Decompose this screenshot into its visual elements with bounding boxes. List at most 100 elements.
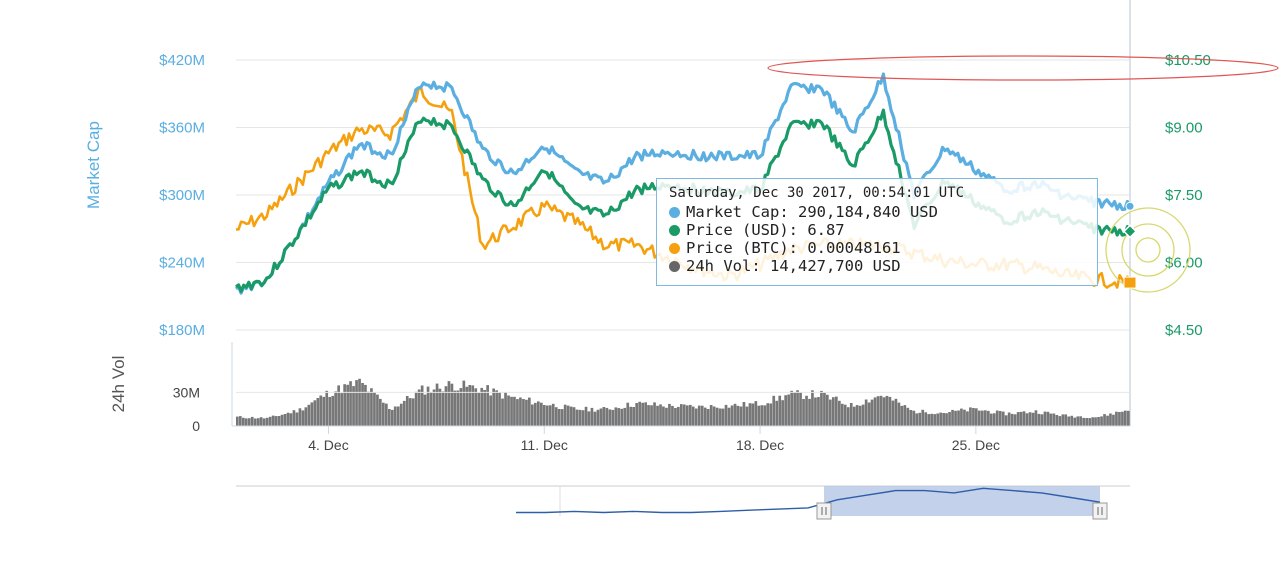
- volume-bar: [560, 409, 564, 426]
- navigator-selection: [824, 486, 1100, 516]
- tooltip-market-cap-text: Market Cap: 290,184,840 USD: [686, 203, 938, 221]
- volume-bar: [843, 404, 847, 426]
- volume-bar: [870, 399, 874, 426]
- volume-bar: [787, 394, 790, 426]
- right-axis-ticks: $4.50 $6.00 $7.50 $9.00 $10.50: [1165, 52, 1211, 339]
- volume-bar: [1046, 411, 1050, 426]
- volume-bar: [915, 413, 919, 426]
- volume-bar: [361, 383, 364, 426]
- volume-bar: [453, 390, 457, 426]
- volume-bar: [1004, 415, 1008, 426]
- volume-bar: [989, 413, 993, 426]
- volume-bar: [641, 402, 644, 426]
- volume-bar: [769, 403, 773, 426]
- volume-bar: [671, 405, 674, 426]
- volume-bar: [668, 403, 671, 426]
- left-tick-label: $300M: [159, 187, 205, 204]
- volume-bar: [242, 417, 245, 426]
- volume-bar: [456, 390, 460, 426]
- volume-bar: [867, 402, 871, 426]
- yellow-circles-annotation: [1105, 207, 1191, 293]
- volume-bar: [855, 405, 859, 426]
- volume-bar: [826, 394, 829, 426]
- volume-bar: [829, 399, 832, 426]
- volume-bar: [346, 384, 349, 426]
- volume-bar: [250, 416, 254, 426]
- market-cap-end-point: [1125, 201, 1135, 211]
- volume-bar: [1055, 415, 1059, 426]
- volume-bar: [489, 395, 492, 426]
- volume-bar: [846, 407, 850, 426]
- navigator-right-handle[interactable]: [1092, 502, 1108, 520]
- volume-bar: [1037, 413, 1041, 426]
- volume-bar: [498, 392, 501, 426]
- range-navigator[interactable]: [236, 485, 1130, 520]
- volume-bar: [763, 405, 767, 426]
- volume-bar: [814, 397, 817, 426]
- volume-bar: [590, 407, 594, 426]
- volume-bar: [617, 408, 621, 426]
- volume-bar: [1100, 416, 1103, 426]
- volume-bar: [262, 418, 266, 426]
- tooltip-price-btc-text: Price (BTC): 0.00048161: [686, 239, 901, 257]
- volume-bar: [355, 380, 358, 426]
- volume-bar: [379, 398, 382, 426]
- volume-bar: [680, 404, 683, 426]
- volume-bar: [405, 396, 409, 426]
- volume-bar: [784, 395, 787, 426]
- volume-bar: [882, 397, 886, 426]
- navigator-line: [516, 487, 1101, 514]
- volume-bar: [236, 416, 239, 426]
- volume-bar: [778, 395, 782, 426]
- volume-bar: [793, 392, 796, 426]
- price-usd-dot-icon: [669, 225, 680, 236]
- navigator-left-handle[interactable]: [816, 502, 832, 520]
- volume-bar: [1058, 416, 1062, 426]
- right-tick-label: $7.50: [1165, 187, 1203, 204]
- volume-bar: [808, 398, 811, 426]
- volume-bar: [483, 390, 486, 426]
- volume-bar: [781, 400, 784, 426]
- volume-bar: [328, 397, 332, 426]
- volume-bar: [733, 403, 737, 426]
- volume-bar: [391, 409, 394, 426]
- volume-bar: [459, 388, 463, 426]
- volume-bar: [879, 395, 883, 426]
- volume-bar: [1127, 410, 1130, 426]
- volume-bar: [393, 406, 397, 426]
- right-tick-label: $9.00: [1165, 120, 1203, 137]
- handle-grip-icon: [1092, 502, 1108, 520]
- volume-bar: [382, 402, 385, 426]
- volume-bar: [885, 395, 889, 426]
- volume-bar: [352, 386, 355, 426]
- volume-bar: [820, 390, 823, 426]
- volume-bar: [1073, 417, 1077, 426]
- volume-bar: [289, 413, 293, 426]
- volume-bar: [283, 414, 287, 426]
- volume-bar: [665, 407, 668, 426]
- volume-bar: [656, 405, 659, 426]
- volume-bar: [277, 416, 281, 426]
- volume-bar: [1013, 414, 1017, 426]
- volume-bar: [259, 417, 263, 426]
- volume-bar: [653, 402, 656, 426]
- market-cap-dot-icon: [669, 207, 680, 218]
- volume-bar: [432, 389, 436, 426]
- volume-bar: [984, 410, 987, 426]
- price-btc-dot-icon: [669, 243, 680, 254]
- volume-bar: [757, 405, 761, 426]
- volume-bar: [796, 390, 799, 426]
- volume-bar: [554, 407, 558, 426]
- volume-bar: [772, 395, 776, 426]
- volume-bar: [402, 400, 406, 426]
- volume-bar: [545, 405, 549, 426]
- volume-bar: [486, 385, 489, 426]
- volume-bar: [811, 390, 814, 426]
- volume-bar: [376, 394, 379, 426]
- volume-bar: [864, 399, 868, 426]
- volume-bar: [364, 384, 367, 426]
- volume-bar: [343, 384, 346, 426]
- volume-bar: [975, 408, 978, 426]
- volume-bar: [492, 388, 495, 426]
